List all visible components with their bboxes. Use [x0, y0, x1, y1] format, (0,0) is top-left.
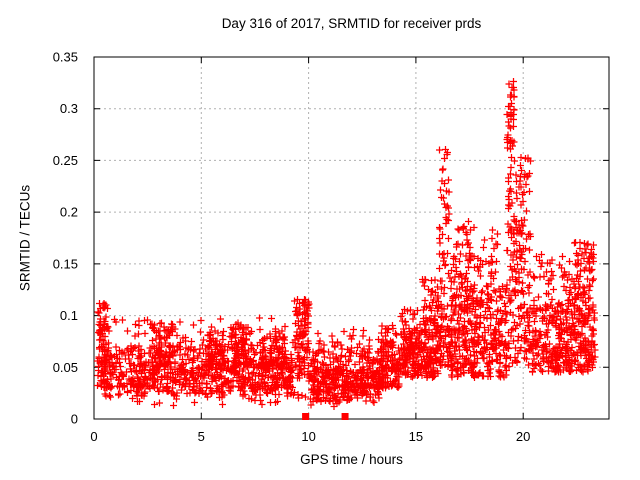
- y-tick-label: 0.05: [53, 360, 78, 375]
- flag-point-square: [341, 413, 349, 420]
- x-tick-label: 0: [90, 429, 97, 444]
- y-tick-label: 0.3: [60, 101, 78, 116]
- grid-lines: [94, 57, 609, 419]
- flag-points: [302, 413, 349, 420]
- data-points: [94, 78, 599, 410]
- y-tick-label: 0.15: [53, 256, 78, 271]
- x-axis-title: GPS time / hours: [300, 452, 403, 467]
- x-tick-label: 15: [409, 429, 423, 444]
- y-tick-label: 0.1: [60, 308, 78, 323]
- tick-marks: [93, 56, 609, 420]
- y-tick-label: 0: [71, 412, 78, 427]
- x-tick-label: 10: [301, 429, 315, 444]
- x-tick-label: 20: [516, 429, 530, 444]
- x-tick-label: 5: [198, 429, 205, 444]
- chart-title: Day 316 of 2017, SRMTID for receiver prd…: [221, 16, 482, 31]
- y-tick-label: 0.2: [60, 205, 78, 220]
- tick-labels: 0 0.05 0.1 0.15 0.2 0.25 0.3 0.35 0 5 10 15 20: [53, 50, 531, 445]
- flag-point-square: [302, 413, 310, 420]
- plot-border: [93, 56, 610, 420]
- y-tick-label: 0.25: [53, 153, 78, 168]
- y-tick-label: 0.35: [53, 50, 78, 65]
